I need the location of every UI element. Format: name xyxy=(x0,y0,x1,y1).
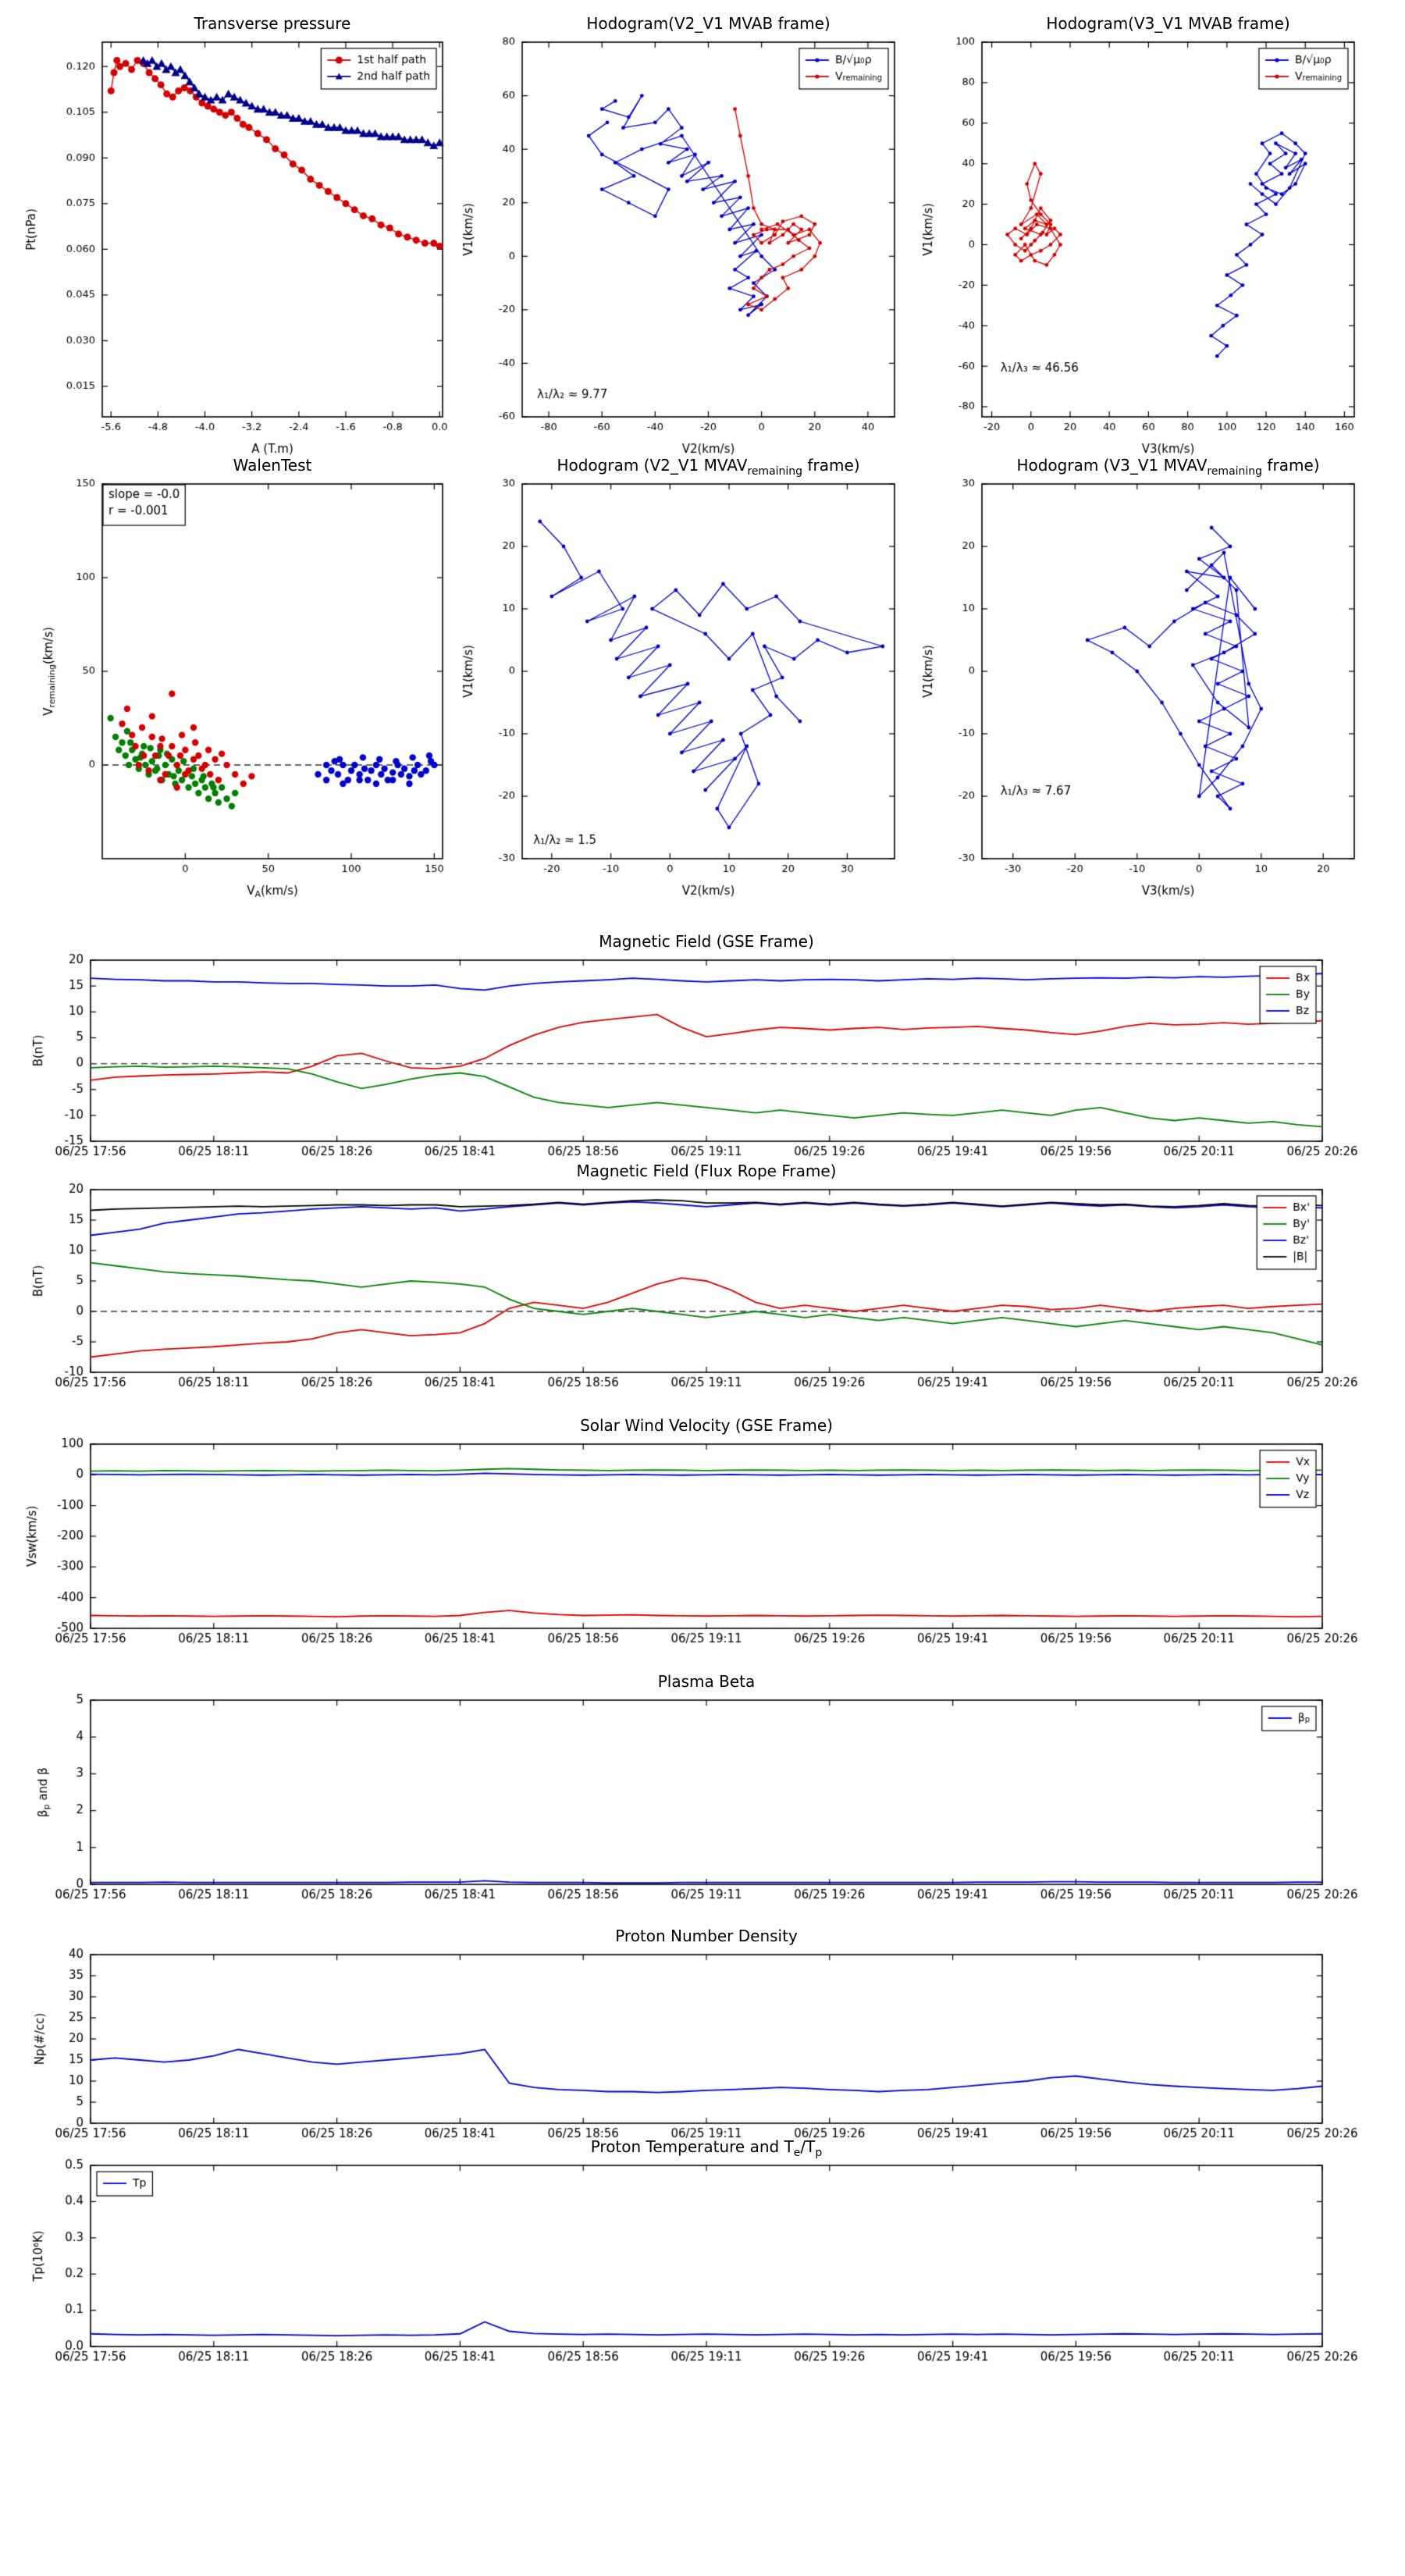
panel-title-hodogram-v3v1-mvav: Hodogram (V3_V1 MVAVremaining frame) xyxy=(1016,456,1320,478)
panel-title-walen-test: WalenTest xyxy=(233,456,312,475)
panel-title-hodogram-v3v1-mvab: Hodogram(V3_V1 MVAB frame) xyxy=(1046,14,1290,33)
panel-title-magnetic-field-gse: Magnetic Field (GSE Frame) xyxy=(599,932,814,951)
panel-title-plasma-beta: Plasma Beta xyxy=(657,1672,756,1691)
panel-title-hodogram-v2v1-mvab: Hodogram(V2_V1 MVAB frame) xyxy=(586,14,831,33)
panel-title-magnetic-field-flux-rope: Magnetic Field (Flux Rope Frame) xyxy=(576,1162,837,1180)
panel-title-solar-wind-velocity: Solar Wind Velocity (GSE Frame) xyxy=(580,1416,833,1435)
panel-title-transverse-pressure: Transverse pressure xyxy=(194,14,351,33)
panel-title-hodogram-v2v1-mvav: Hodogram (V2_V1 MVAVremaining frame) xyxy=(557,456,860,478)
panel-title-proton-temperature: Proton Temperature and Te/Tp xyxy=(590,2137,823,2159)
panel-title-proton-number-density: Proton Number Density xyxy=(615,1927,798,1945)
